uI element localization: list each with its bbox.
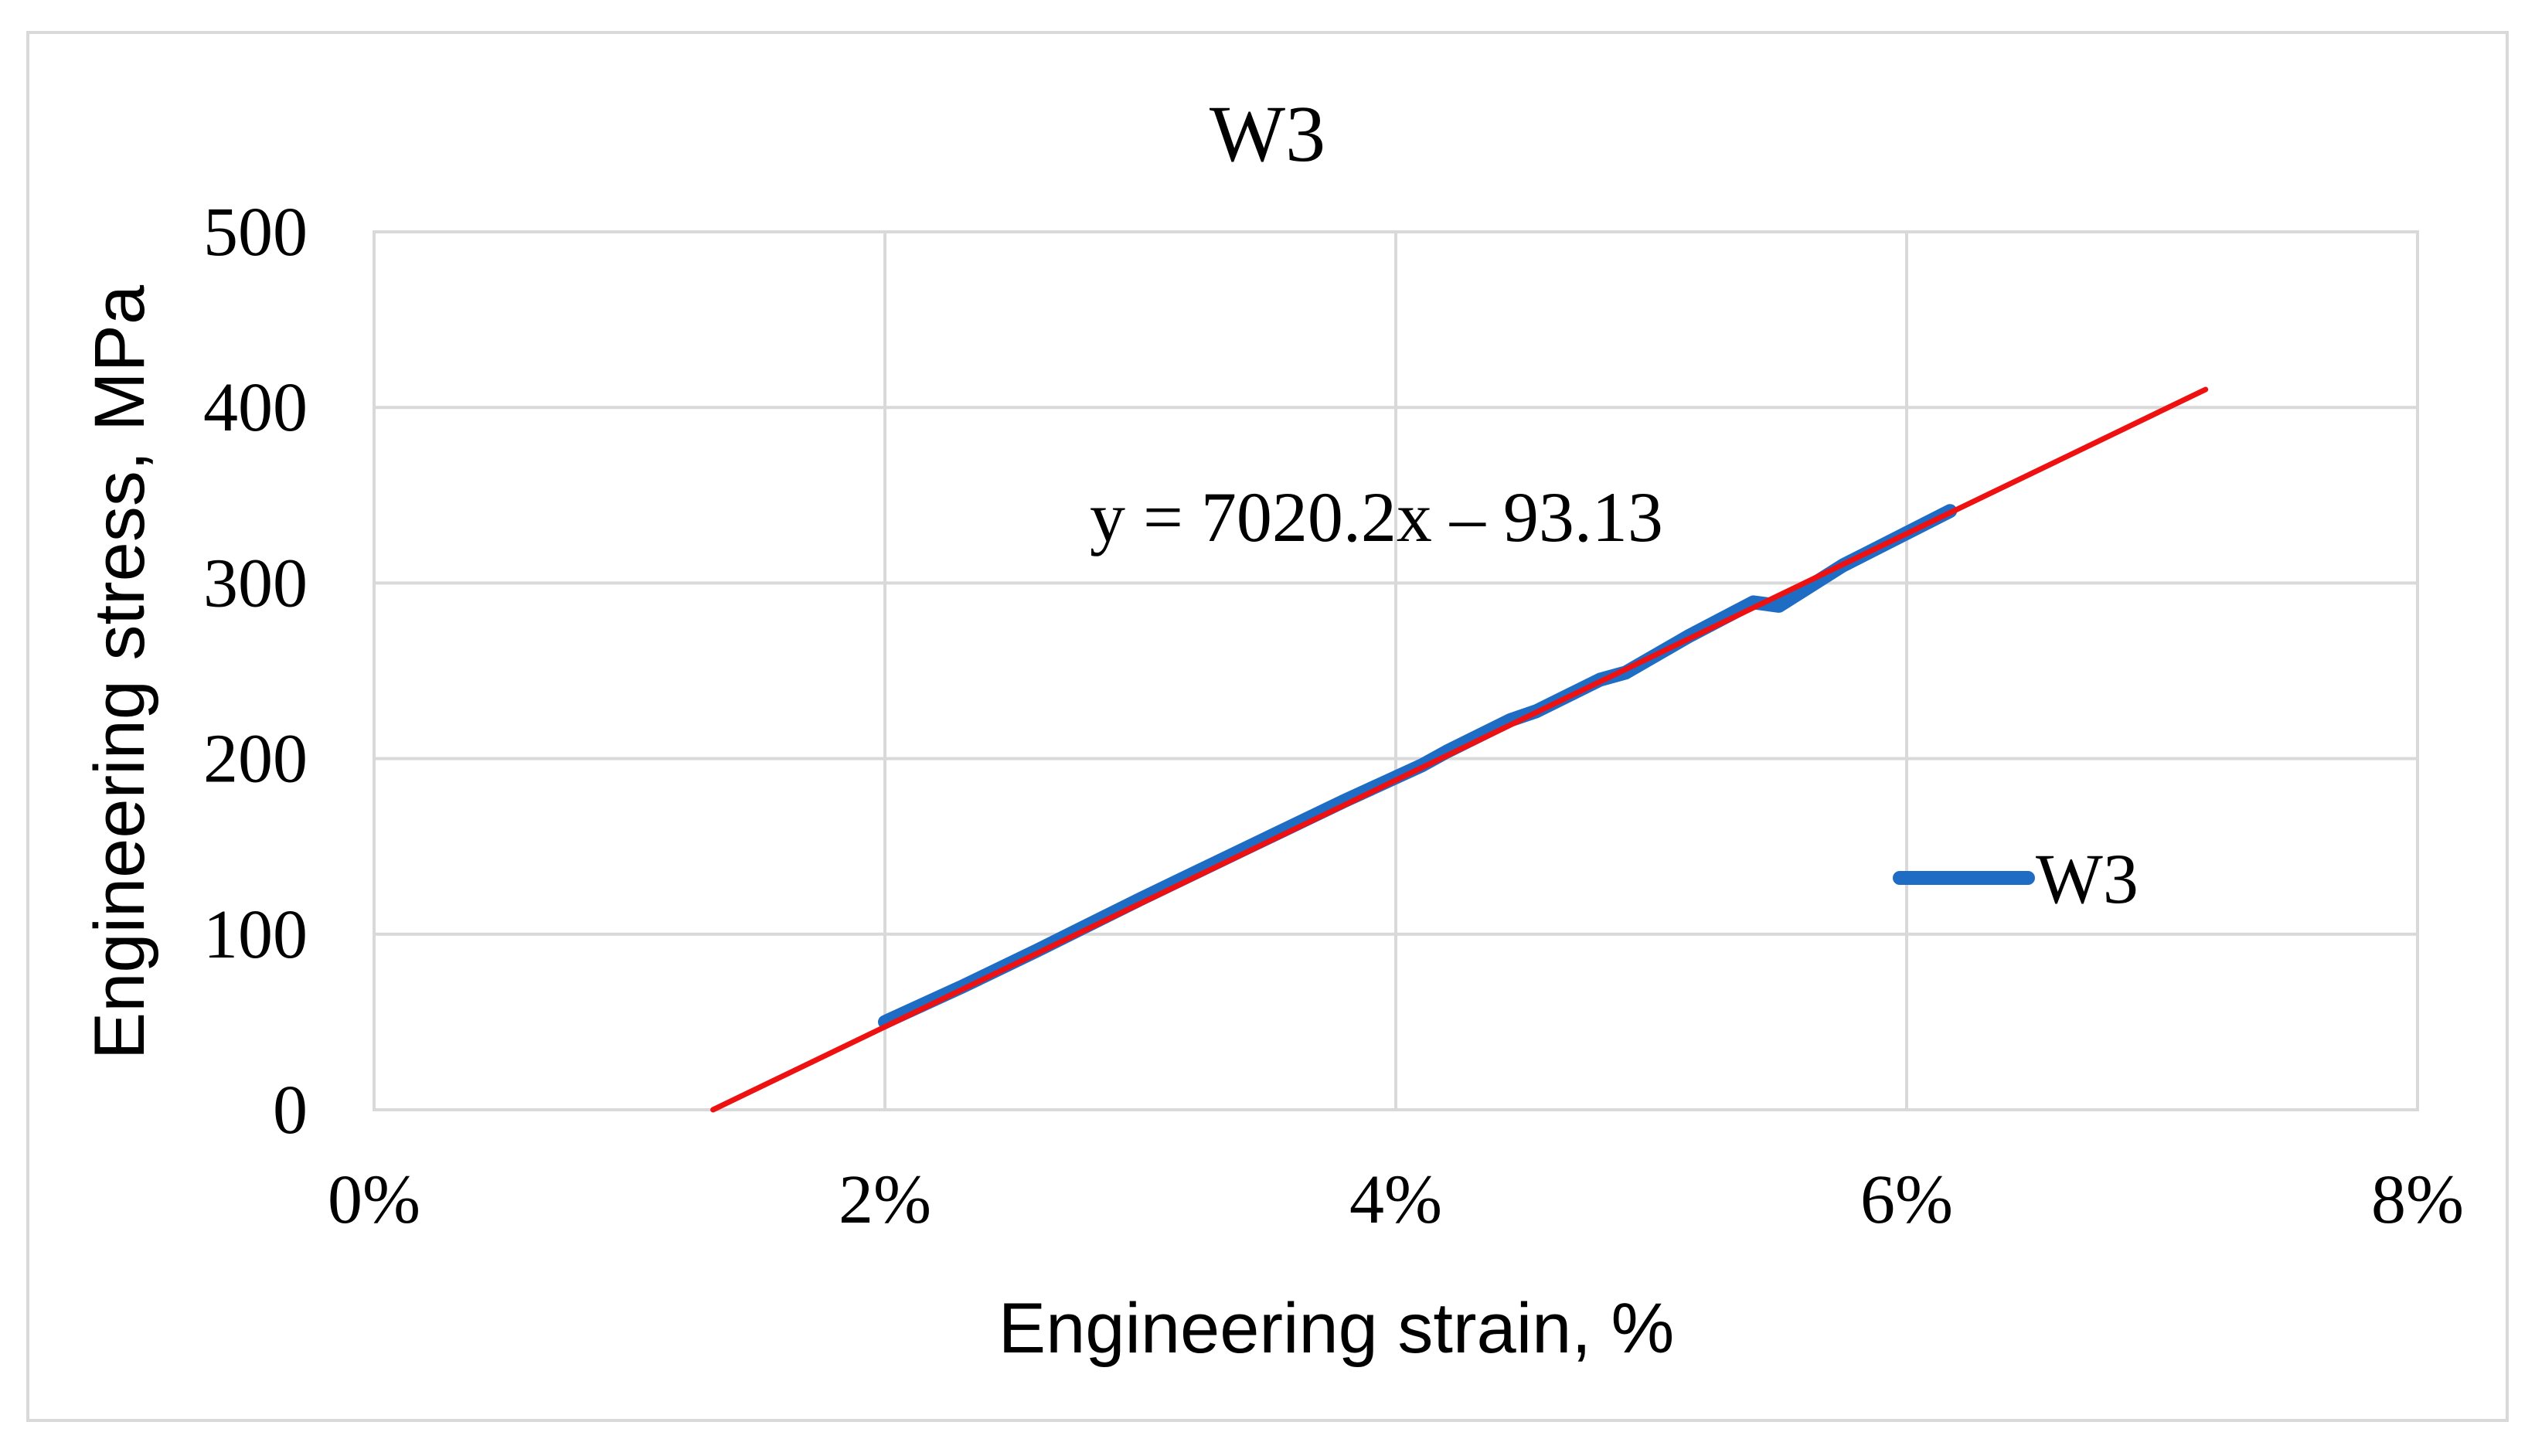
grid-layer <box>373 230 2419 1111</box>
series-layer <box>710 386 2209 1113</box>
chart-frame <box>26 31 2509 1422</box>
y-tick-label: 0 <box>273 1072 308 1148</box>
y-tick-label: 500 <box>203 194 308 270</box>
x-tick-label: 4% <box>1349 1162 1442 1238</box>
x-tick-label: 8% <box>2371 1162 2464 1238</box>
x-tick-label: 6% <box>1860 1162 1953 1238</box>
y-tick-label: 300 <box>203 545 308 621</box>
legend: W3 <box>1893 839 2139 918</box>
x-tick-label: 0% <box>328 1162 420 1238</box>
y-tick-label: 400 <box>203 369 308 446</box>
tick-label-layer: 0 100 200 300 400 500 0% 2% 4% 6% 8% <box>203 194 2464 1238</box>
chart-title: W3 <box>1210 90 1325 179</box>
x-tick-label: 2% <box>839 1162 931 1238</box>
plot-area-border <box>373 230 2419 1111</box>
x-axis-title: Engineering strain, % <box>999 1289 1675 1368</box>
trendline-equation: y = 7020.2x – 93.13 <box>1090 478 1663 556</box>
y-tick-label: 100 <box>203 896 308 973</box>
y-tick-label: 200 <box>203 721 308 798</box>
trendline <box>710 386 2209 1113</box>
y-axis-title: Engineering stress, MPa <box>80 284 159 1060</box>
legend-label-w3: W3 <box>2036 839 2139 918</box>
